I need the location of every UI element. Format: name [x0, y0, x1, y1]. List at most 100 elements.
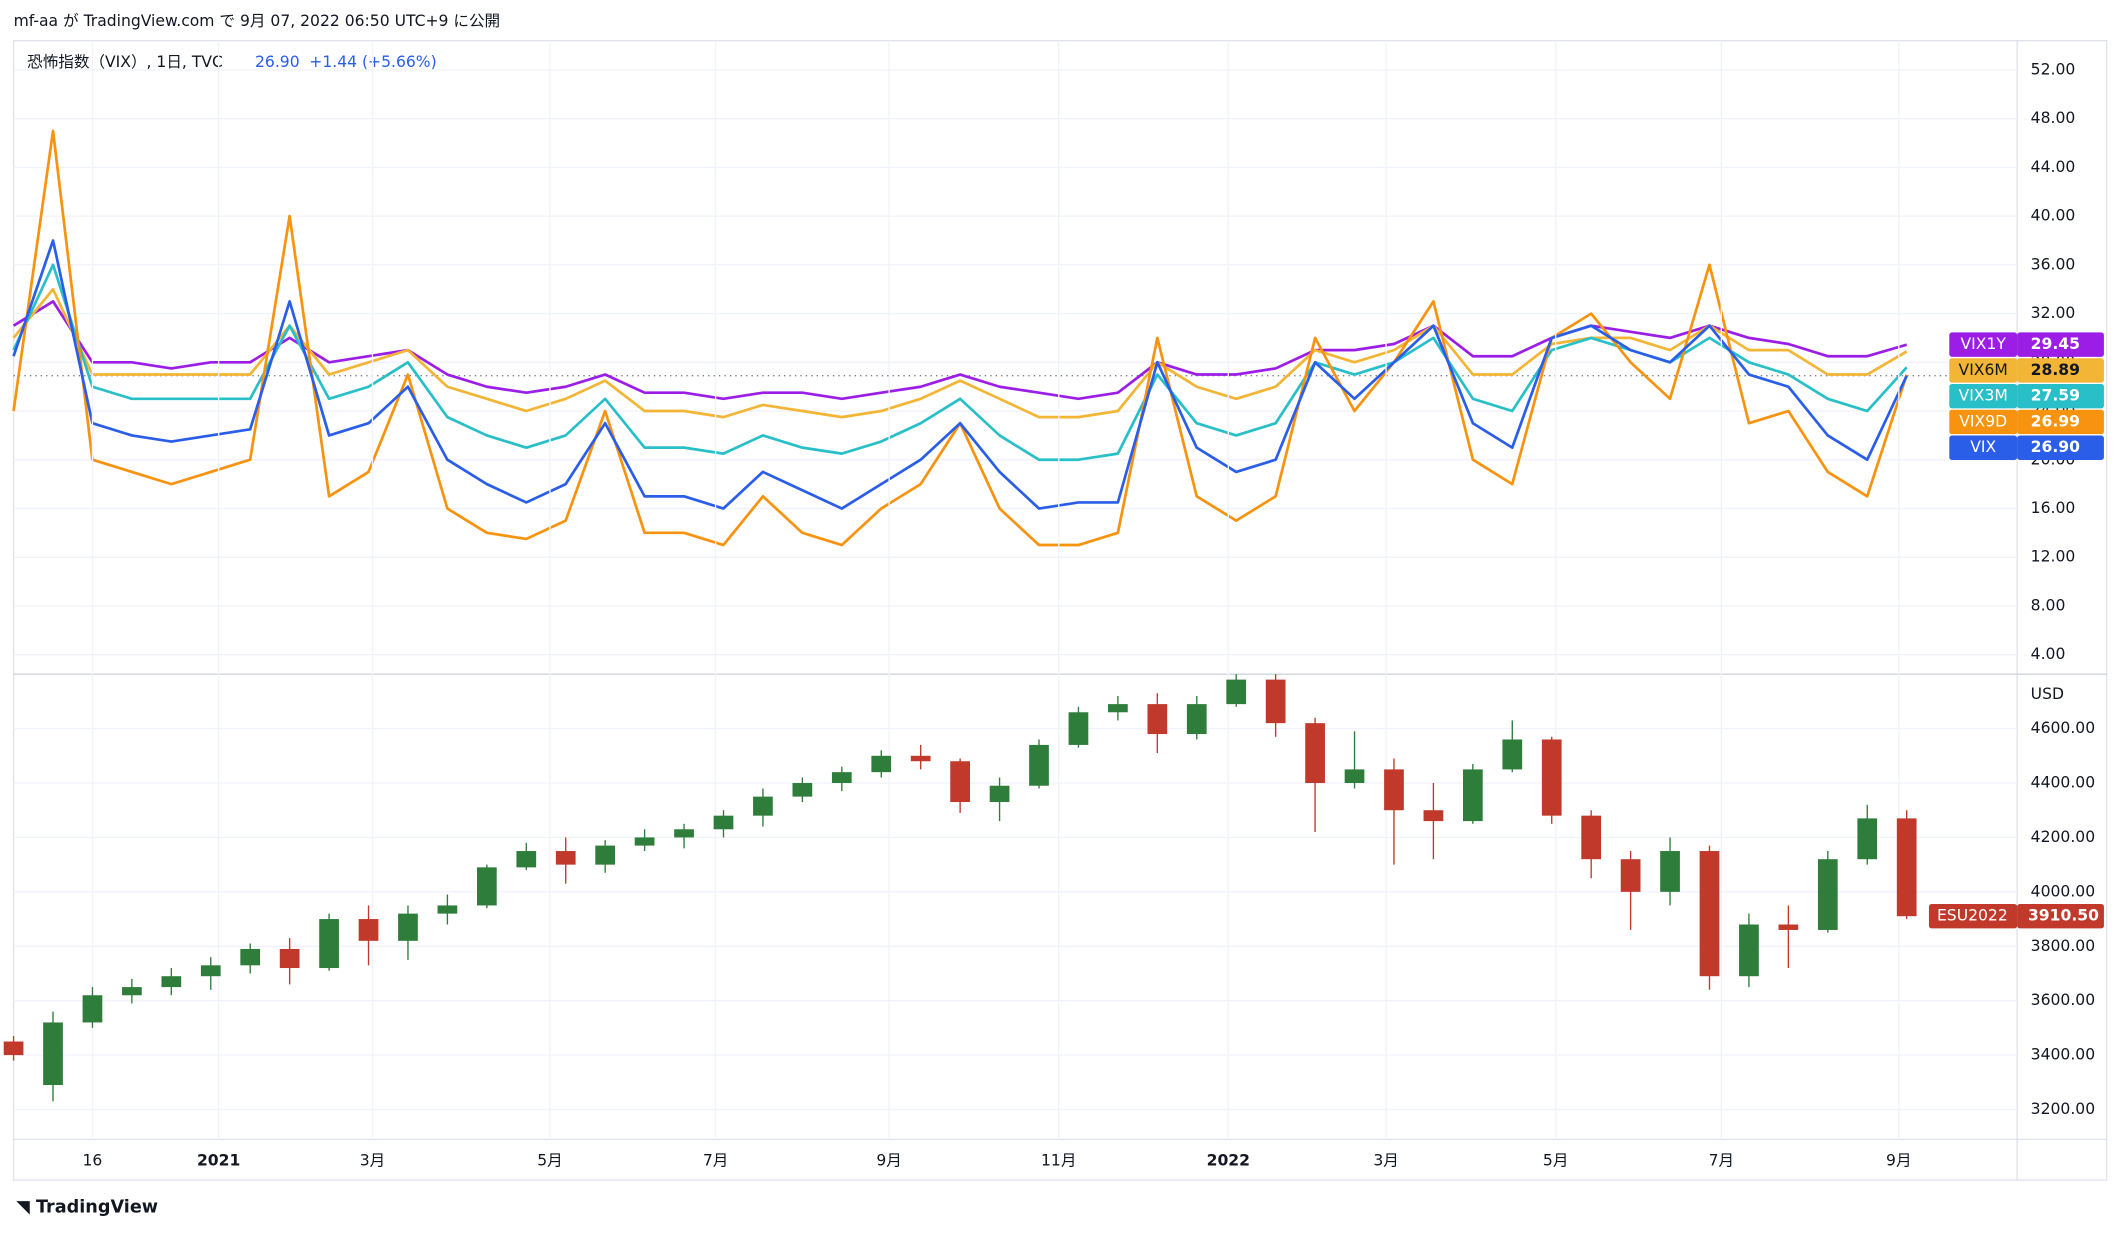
tag-value: 26.90 [2031, 438, 2080, 456]
tag-name: VIX [1970, 438, 1996, 456]
candle-body [753, 796, 773, 816]
price-tag: VIX1Y 29.45 [1949, 332, 2104, 357]
tag-name-box [1928, 903, 2018, 929]
x-tick-label: 7月 [703, 1152, 729, 1170]
candle-body [989, 785, 1010, 803]
tag-value: 3910.50 [2028, 907, 2099, 925]
candle-body [1384, 769, 1404, 811]
series-line [12, 263, 1908, 462]
candle-body [82, 995, 103, 1023]
candle-body [713, 815, 734, 830]
candle-body [1778, 924, 1799, 930]
tag-name-box [1949, 409, 2018, 435]
unit-label: USD [2031, 685, 2064, 703]
legend-title: 恐怖指数（VIX）, 1日, TVC [27, 53, 223, 71]
y-tick-label: 8.00 [2031, 596, 2066, 614]
tag-value-box [2017, 383, 2104, 409]
x-tick-label: 3月 [1373, 1152, 1399, 1170]
y-tick-label: 3200.00 [2031, 1100, 2095, 1118]
candle-body [279, 948, 300, 969]
candle-body [1108, 704, 1128, 713]
x-tick-label: 7月 [1709, 1152, 1735, 1170]
candle-body [1305, 723, 1325, 784]
tag-value: 26.99 [2031, 412, 2080, 430]
x-tick-label: 9月 [1886, 1152, 1912, 1170]
candle-body [476, 867, 497, 906]
tag-name: VIX1Y [1961, 335, 2007, 353]
candle-body [122, 987, 142, 996]
y-tick-label: 32.00 [2031, 304, 2076, 322]
y-tick-label: 3400.00 [2031, 1046, 2095, 1064]
tag-value: 28.89 [2031, 361, 2080, 379]
candle-body [1896, 818, 1917, 917]
tag-name-box [1949, 383, 2018, 409]
candle-body [1541, 739, 1562, 816]
footer-logo[interactable]: ◥ TradingView [16, 1197, 158, 1217]
chart-frame [12, 40, 2108, 1181]
publish-header: mf-aa が TradingView.com で 9月 07, 2022 06… [14, 12, 501, 30]
candle-body [1739, 924, 1759, 977]
tag-value-box [2017, 358, 2104, 383]
candle-body [595, 845, 616, 865]
tag-name-box [1949, 332, 2018, 357]
y-tick-label: 44.00 [2031, 158, 2076, 176]
candle-body [1660, 851, 1680, 892]
y-tick-label: 4200.00 [2031, 828, 2095, 846]
tag-name-box [1949, 358, 2018, 383]
candle-body [1423, 810, 1444, 822]
candle-body [1620, 859, 1641, 892]
candle-body [319, 919, 339, 969]
tag-name: VIX9D [1959, 412, 2007, 430]
candle-body [3, 1041, 24, 1056]
candle-body [516, 851, 537, 868]
tag-value: 29.45 [2031, 335, 2080, 353]
price-tag: VIX6M 28.89 [1949, 358, 2104, 383]
price-tag: VIX 26.90 [1949, 435, 2104, 460]
tag-name: VIX6M [1959, 361, 2008, 379]
candle-body [674, 829, 694, 838]
y-tick-label: 16.00 [2031, 499, 2076, 517]
y-tick-label: 36.00 [2031, 255, 2076, 273]
candle-body [1699, 851, 1720, 977]
y-tick-label: 3600.00 [2031, 991, 2095, 1009]
x-tick-label: 2021 [197, 1152, 240, 1170]
candle-body [437, 905, 458, 914]
price-tag: VIX3M 27.59 [1949, 383, 2104, 409]
candle-body [1817, 859, 1838, 930]
legend: 恐怖指数（VIX）, 1日, TVC 26.90 +1.44 (+5.66%) [27, 53, 437, 71]
tag-value-box [2017, 435, 2104, 460]
tag-name: ESU2022 [1937, 907, 2008, 925]
candle-body [1186, 704, 1207, 735]
candle-body [1029, 744, 1049, 786]
candle-body [950, 761, 970, 803]
candle-body [1502, 739, 1523, 770]
x-tick-label: 5月 [1543, 1152, 1569, 1170]
candle-body [161, 976, 182, 988]
x-tick-label: 9月 [876, 1152, 902, 1170]
series-line [12, 239, 1908, 510]
candle-body [398, 913, 418, 941]
candle-body [910, 755, 931, 762]
candle-body [1068, 712, 1089, 745]
candle-body [358, 919, 379, 941]
y-tick-label: 4.00 [2031, 645, 2066, 663]
candle-body [634, 837, 655, 846]
y-tick-label: 40.00 [2031, 207, 2076, 225]
tag-value-box [2017, 903, 2104, 929]
y-tick-label: 12.00 [2031, 548, 2076, 566]
price-tag: VIX9D 26.99 [1949, 409, 2104, 435]
candle-body [200, 965, 221, 977]
x-tick-label: 2022 [1207, 1152, 1250, 1170]
candle-body [1344, 769, 1365, 784]
candle-body [1581, 815, 1602, 860]
candle-body [1857, 818, 1878, 860]
candle-body [43, 1022, 63, 1086]
candle-body [555, 851, 576, 865]
candle-body [831, 772, 852, 784]
candle-body [792, 783, 813, 797]
footer-text: TradingView [36, 1197, 158, 1217]
logo-mark: ◥ [16, 1197, 36, 1217]
tag-value: 27.59 [2031, 387, 2080, 405]
x-tick-label: 16 [83, 1152, 103, 1170]
